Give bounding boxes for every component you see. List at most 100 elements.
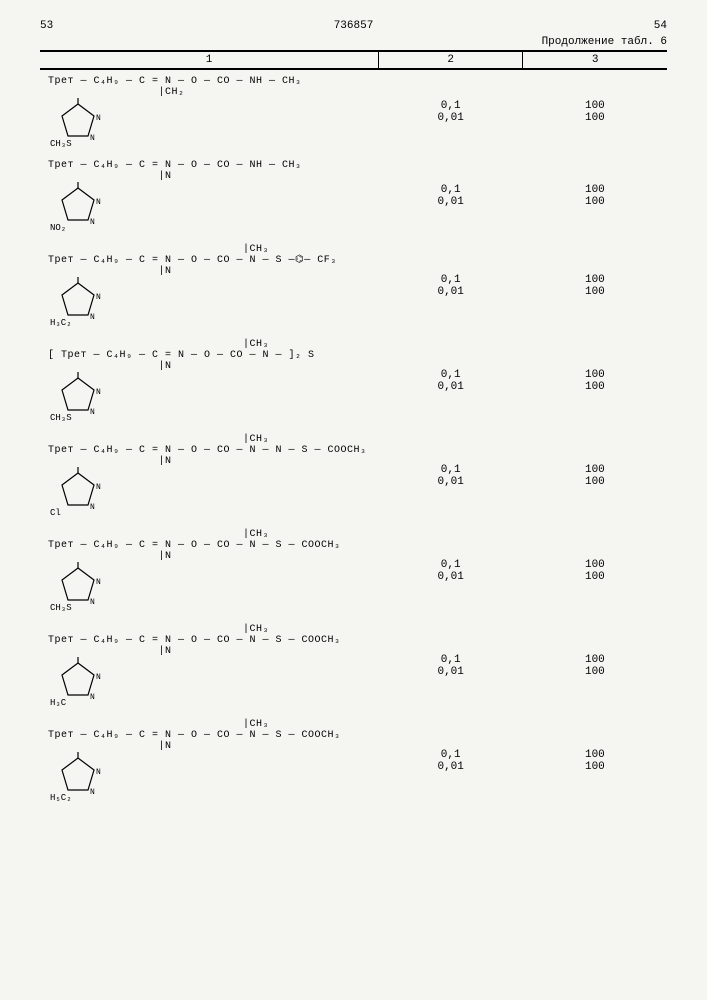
svg-text:N: N (96, 578, 101, 587)
formula-main: Трет — C₄H₉ — C = N — O — CO — NH — CH₃ (48, 160, 371, 171)
value-cell-3: 100100 (523, 333, 667, 428)
formula-branch: |N (48, 456, 371, 467)
svg-text:N: N (90, 218, 95, 227)
formula-main: |CH₃ Трет — C₄H₉ — C = N — O — CO — N — … (48, 434, 371, 456)
value-cell-2: 0,10,01 (379, 238, 523, 333)
val: 100 (531, 464, 659, 476)
svg-text:N: N (90, 693, 95, 702)
val: 100 (531, 112, 659, 124)
value-cell-2: 0,10,01 (379, 333, 523, 428)
val: 100 (531, 369, 659, 381)
col-header-2: 2 (379, 51, 523, 69)
value-cell-2: 0,10,01 (379, 69, 523, 154)
table-row: |CH₃ Трет — C₄H₉ — C = N — O — CO — N — … (40, 618, 667, 713)
svg-text:CH₃S: CH₃S (50, 413, 72, 422)
svg-text:N: N (96, 198, 101, 207)
val: 100 (531, 666, 659, 678)
val: 0,1 (387, 654, 515, 666)
val: 100 (531, 654, 659, 666)
formula-branch: |CH₂ (48, 87, 371, 98)
val: 0,1 (387, 464, 515, 476)
val: 0,1 (387, 369, 515, 381)
formula-main: |CH₃ Трет — C₄H₉ — C = N — O — CO — N — … (48, 624, 371, 646)
val: 100 (531, 196, 659, 208)
value-cell-3: 100100 (523, 154, 667, 238)
svg-text:CH₃S: CH₃S (50, 603, 72, 612)
val: 0,1 (387, 749, 515, 761)
value-cell-2: 0,10,01 (379, 523, 523, 618)
document-number: 736857 (334, 20, 374, 32)
table-row: |CH₃ [ Трет — C₄H₉ — C = N — O — CO — N … (40, 333, 667, 428)
formula-branch: |N (48, 551, 371, 562)
svg-text:N: N (90, 598, 95, 607)
table-row: Трет — C₄H₉ — C = N — O — CO — NH — CH₃ … (40, 69, 667, 154)
table-continuation-label: Продолжение табл. 6 (40, 36, 667, 48)
structure-cell: |CH₃ Трет — C₄H₉ — C = N — O — CO — N — … (40, 618, 379, 713)
svg-text:N: N (96, 293, 101, 302)
ring-icon: N N CH₃S (48, 562, 108, 612)
ring-icon: N N CH₃S (48, 372, 108, 422)
svg-text:N: N (90, 788, 95, 797)
value-cell-2: 0,10,01 (379, 428, 523, 523)
page-number-right: 54 (654, 20, 667, 32)
ring-icon: N N Cl (48, 467, 108, 517)
val: 100 (531, 100, 659, 112)
svg-text:H₃C₂: H₃C₂ (50, 318, 72, 327)
data-table: 1 2 3 Трет — C₄H₉ — C = N — O — CO — NH … (40, 50, 667, 808)
value-cell-2: 0,10,01 (379, 154, 523, 238)
val: 100 (531, 381, 659, 393)
svg-text:H₃C: H₃C (50, 698, 67, 707)
svg-text:H₅C₂: H₅C₂ (50, 793, 72, 802)
value-cell-3: 100100 (523, 618, 667, 713)
value-cell-2: 0,10,01 (379, 713, 523, 808)
table-row: |CH₃ Трет — C₄H₉ — C = N — O — CO — N — … (40, 238, 667, 333)
ring-icon: N N CH₃S (48, 98, 108, 148)
val: 0,01 (387, 476, 515, 488)
formula-main: |CH₃ Трет — C₄H₉ — C = N — O — CO — N — … (48, 719, 371, 741)
formula-main: |CH₃ Трет — C₄H₉ — C = N — O — CO — N — … (48, 529, 371, 551)
val: 0,1 (387, 559, 515, 571)
value-cell-2: 0,10,01 (379, 618, 523, 713)
val: 0,01 (387, 571, 515, 583)
ring-icon: N N H₅C₂ (48, 752, 108, 802)
svg-text:CH₃S: CH₃S (50, 139, 72, 148)
val: 0,01 (387, 286, 515, 298)
ring-icon: N N NO₂ (48, 182, 108, 232)
formula-branch: |N (48, 266, 371, 277)
structure-cell: |CH₃ Трет — C₄H₉ — C = N — O — CO — N — … (40, 428, 379, 523)
val: 0,01 (387, 381, 515, 393)
table-row: |CH₃ Трет — C₄H₉ — C = N — O — CO — N — … (40, 713, 667, 808)
table-row: |CH₃ Трет — C₄H₉ — C = N — O — CO — N — … (40, 428, 667, 523)
val: 100 (531, 476, 659, 488)
formula-main: |CH₃ Трет — C₄H₉ — C = N — O — CO — N — … (48, 244, 371, 266)
svg-text:N: N (90, 134, 95, 143)
ring-icon: N N H₃C (48, 657, 108, 707)
svg-text:N: N (96, 114, 101, 123)
ring-icon: N N H₃C₂ (48, 277, 108, 327)
value-cell-3: 100100 (523, 713, 667, 808)
val: 100 (531, 749, 659, 761)
value-cell-3: 100100 (523, 238, 667, 333)
svg-text:N: N (96, 768, 101, 777)
table-row: Трет — C₄H₉ — C = N — O — CO — NH — CH₃ … (40, 154, 667, 238)
table-row: |CH₃ Трет — C₄H₉ — C = N — O — CO — N — … (40, 523, 667, 618)
svg-text:N: N (96, 483, 101, 492)
val: 100 (531, 274, 659, 286)
svg-text:N: N (96, 388, 101, 397)
val: 0,01 (387, 666, 515, 678)
val: 100 (531, 559, 659, 571)
col-header-1: 1 (40, 51, 379, 69)
val: 0,01 (387, 112, 515, 124)
page-number-left: 53 (40, 20, 53, 32)
formula-main: |CH₃ [ Трет — C₄H₉ — C = N — O — CO — N … (48, 339, 371, 361)
val: 100 (531, 184, 659, 196)
structure-cell: Трет — C₄H₉ — C = N — O — CO — NH — CH₃ … (40, 154, 379, 238)
value-cell-3: 100100 (523, 69, 667, 154)
formula-branch: |N (48, 171, 371, 182)
svg-text:Cl: Cl (50, 508, 61, 517)
page-header: 53 736857 54 (40, 20, 667, 32)
val: 0,01 (387, 196, 515, 208)
structure-cell: |CH₃ Трет — C₄H₉ — C = N — O — CO — N — … (40, 523, 379, 618)
formula-branch: |N (48, 361, 371, 372)
table-header-row: 1 2 3 (40, 51, 667, 69)
